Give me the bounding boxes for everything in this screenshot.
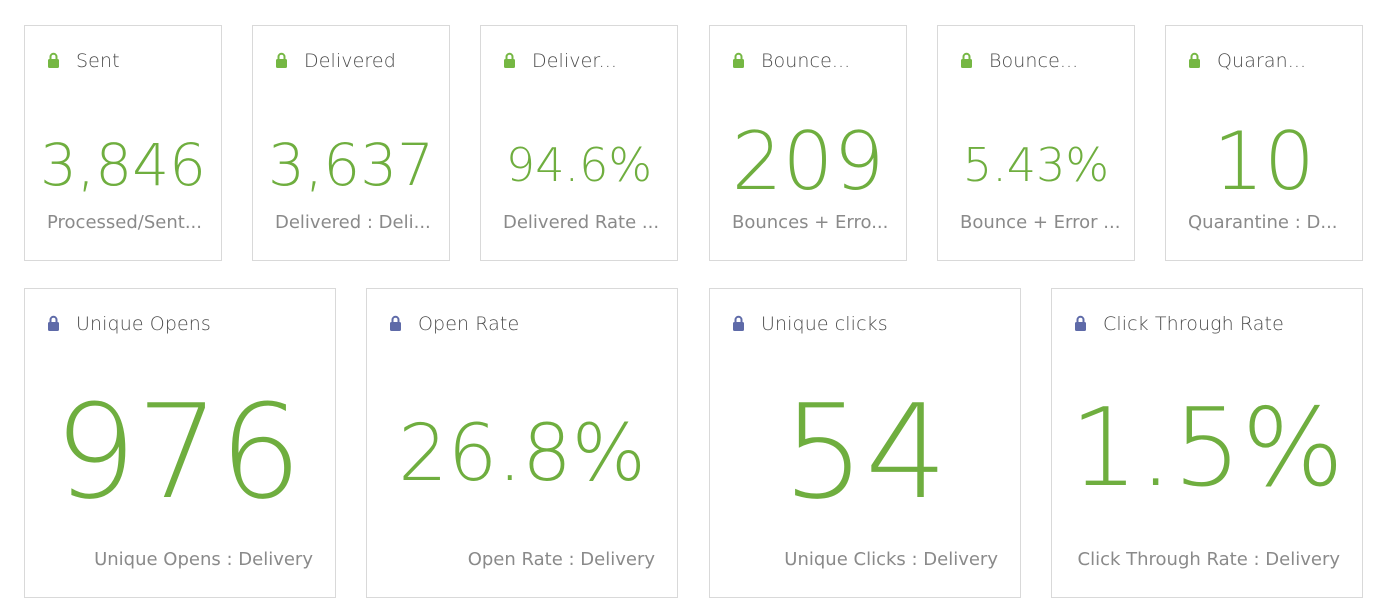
metric-subtitle: Processed/Sent... xyxy=(47,212,202,233)
metric-subtitle: Delivered Rate ... xyxy=(503,212,660,233)
metric-card-sent[interactable]: Sent 3,846 Processed/Sent... xyxy=(24,25,222,261)
metric-value: 94.6% xyxy=(505,138,653,192)
lock-icon xyxy=(733,52,744,68)
card-header: Quaran... xyxy=(1188,50,1306,72)
lock-icon xyxy=(961,52,972,68)
metric-card-delivered-rate[interactable]: Deliver... 94.6% Delivered Rate ... xyxy=(480,25,678,261)
card-title: Delivered xyxy=(304,50,396,72)
metric-value: 5.43% xyxy=(962,138,1110,192)
lock-icon xyxy=(276,52,287,68)
card-title: Bounce... xyxy=(989,50,1079,72)
card-header: Open Rate xyxy=(389,313,519,335)
metric-value: 3,637 xyxy=(267,131,435,199)
card-header: Bounce... xyxy=(732,50,850,72)
card-title: Unique clicks xyxy=(761,313,888,335)
metric-card-bounces[interactable]: Bounce... 209 Bounces + Erro... xyxy=(709,25,907,261)
metric-card-click-through-rate[interactable]: Click Through Rate 1.5% Click Through Ra… xyxy=(1051,288,1363,598)
metric-card-bounce-rate[interactable]: Bounce... 5.43% Bounce + Error ... xyxy=(937,25,1135,261)
card-header: Sent xyxy=(47,50,120,72)
card-title: Sent xyxy=(76,50,120,72)
metric-card-unique-clicks[interactable]: Unique clicks 54 Unique Clicks : Deliver… xyxy=(709,288,1021,598)
metric-subtitle: Unique Opens : Delivery xyxy=(94,549,313,570)
metric-card-delivered[interactable]: Delivered 3,637 Delivered : Deli... xyxy=(252,25,450,261)
metric-subtitle: Quarantine : D... xyxy=(1188,212,1338,233)
metric-value: 976 xyxy=(53,376,303,528)
lock-icon xyxy=(504,52,515,68)
lock-icon xyxy=(733,315,744,331)
metric-value: 26.8% xyxy=(398,409,646,499)
metric-subtitle: Open Rate : Delivery xyxy=(467,549,655,570)
metric-subtitle: Click Through Rate : Delivery xyxy=(1077,549,1341,570)
card-title: Unique Opens xyxy=(76,313,211,335)
lock-icon xyxy=(1075,315,1086,331)
metric-subtitle: Delivered : Deli... xyxy=(275,212,431,233)
lock-icon xyxy=(48,315,59,331)
card-header: Deliver... xyxy=(503,50,617,72)
card-title: Deliver... xyxy=(532,50,617,72)
lock-icon xyxy=(390,315,401,331)
metric-subtitle: Bounces + Erro... xyxy=(732,212,889,233)
card-header: Click Through Rate xyxy=(1074,313,1284,335)
card-header: Bounce... xyxy=(960,50,1078,72)
metric-value: 209 xyxy=(731,115,885,208)
metric-subtitle: Bounce + Error ... xyxy=(960,212,1121,233)
card-title: Quaran... xyxy=(1217,50,1307,72)
metric-subtitle: Unique Clicks : Delivery xyxy=(784,549,998,570)
lock-icon xyxy=(48,52,59,68)
card-header: Unique Opens xyxy=(47,313,211,335)
metric-card-unique-opens[interactable]: Unique Opens 976 Unique Opens : Delivery xyxy=(24,288,336,598)
card-header: Delivered xyxy=(275,50,396,72)
card-title: Bounce... xyxy=(761,50,851,72)
card-header: Unique clicks xyxy=(732,313,888,335)
metric-value: 54 xyxy=(782,376,948,528)
metric-value: 10 xyxy=(1213,115,1315,208)
lock-icon xyxy=(1189,52,1200,68)
metric-card-quarantine[interactable]: Quaran... 10 Quarantine : D... xyxy=(1165,25,1363,261)
metric-card-open-rate[interactable]: Open Rate 26.8% Open Rate : Delivery xyxy=(366,288,678,598)
metric-value: 1.5% xyxy=(1069,386,1345,511)
card-title: Click Through Rate xyxy=(1103,313,1284,335)
metric-value: 3,846 xyxy=(39,131,207,199)
card-title: Open Rate xyxy=(418,313,520,335)
